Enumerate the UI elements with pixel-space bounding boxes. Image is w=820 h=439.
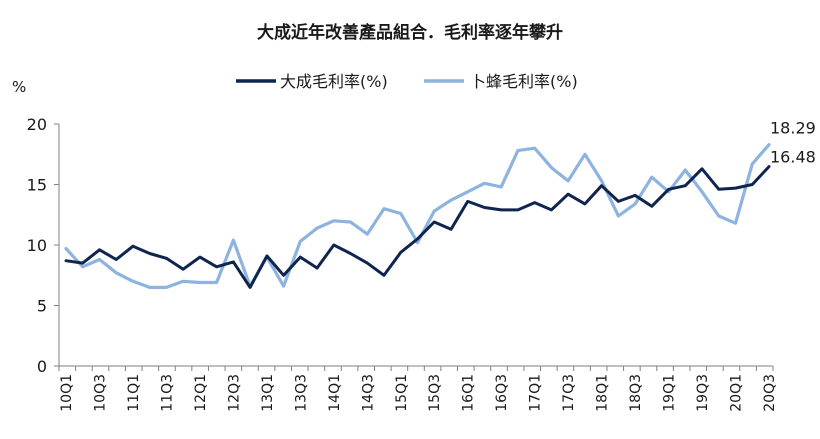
data-label-cpf-last: 18.29: [770, 119, 816, 138]
series-layer: [64, 143, 771, 289]
x-tick-label: 11Q3: [159, 374, 175, 412]
x-tick-label: 16Q1: [461, 374, 477, 412]
x-tick-label: 10Q3: [92, 374, 108, 412]
series-line-cpf: [64, 143, 771, 289]
x-tick-label: 18Q1: [595, 374, 611, 412]
x-tick-label: 16Q3: [494, 374, 510, 412]
x-tick-label: 10Q1: [59, 374, 75, 412]
y-tick-label: 20: [27, 115, 47, 134]
x-tick-label: 11Q1: [126, 374, 142, 412]
legend-label-dacheng: 大成毛利率(%): [280, 72, 388, 91]
x-tick-label: 20Q3: [762, 374, 778, 412]
series-line-dacheng: [64, 165, 771, 289]
x-tick-label: 14Q1: [327, 374, 343, 412]
x-tick-label: 15Q3: [427, 374, 443, 412]
y-axis: 0 5 10 15 20: [27, 115, 60, 376]
data-labels: 18.29 16.48: [770, 119, 816, 167]
x-tick-label: 18Q3: [628, 374, 644, 412]
legend: 大成毛利率(%) 卜蜂毛利率(%): [236, 72, 578, 91]
y-tick-label: 0: [37, 357, 47, 376]
y-tick-label: 15: [27, 176, 47, 195]
x-tick-label: 20Q1: [729, 374, 745, 412]
x-tick-label: 12Q3: [226, 374, 242, 412]
y-tick-label: 10: [27, 236, 47, 255]
legend-label-cpf: 卜蜂毛利率(%): [470, 72, 578, 91]
data-label-dacheng-last: 16.48: [770, 148, 816, 167]
x-axis: 10Q1 10Q3 11Q1 11Q3 12Q1 12Q3 13Q1 13Q3 14Q1 14Q3…: [58, 365, 778, 412]
x-tick-label: 15Q1: [394, 374, 410, 412]
x-tick-label: 13Q3: [293, 374, 309, 412]
x-tick-label: 17Q3: [561, 374, 577, 412]
y-tick-label: 5: [37, 297, 47, 316]
x-tick-label: 19Q3: [695, 374, 711, 412]
x-tick-label: 12Q1: [193, 374, 209, 412]
x-tick-label: 14Q3: [360, 374, 376, 412]
x-tick-label: 13Q1: [260, 374, 276, 412]
y-axis-unit: %: [12, 78, 26, 96]
chart-title: 大成近年改善產品組合．毛利率逐年攀升: [257, 22, 563, 43]
x-tick-label: 17Q1: [528, 374, 544, 412]
x-tick-label: 19Q1: [662, 374, 678, 412]
